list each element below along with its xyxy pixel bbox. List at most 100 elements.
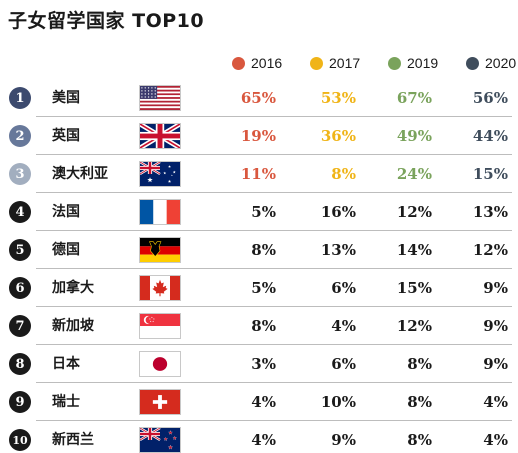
value-cell-2020: 9%	[483, 355, 508, 373]
value-cell-2016: 3%	[251, 355, 276, 373]
row-divider	[36, 192, 512, 193]
legend-dot	[388, 56, 401, 70]
table-row: 6 加拿大 5% 6% 15% 9%	[0, 269, 518, 307]
value-cell-2017: 10%	[320, 393, 356, 411]
value-cell-2016: 4%	[251, 393, 276, 411]
row-divider	[36, 268, 512, 269]
legend-item-2017: 2017	[310, 53, 360, 73]
row-divider	[36, 116, 512, 117]
rank-badge: 7	[9, 315, 31, 337]
switzerland-flag-icon	[139, 389, 181, 415]
new-zealand-flag-icon	[139, 427, 181, 453]
value-cell-2019: 12%	[396, 203, 432, 221]
value-cell-2016: 8%	[251, 241, 276, 259]
value-cell-2016: 5%	[251, 279, 276, 297]
legend-label: 2017	[329, 55, 361, 71]
value-cell-2020: 44%	[472, 127, 508, 145]
country-name: 法国	[52, 204, 80, 220]
legend-label: 2020	[485, 55, 517, 71]
value-cell-2017: 4%	[331, 317, 356, 335]
value-cell-2017: 53%	[320, 89, 356, 107]
row-divider	[36, 154, 512, 155]
value-cell-2017: 9%	[331, 431, 356, 449]
country-name: 澳大利亚	[52, 166, 108, 182]
rank-badge: 6	[9, 277, 31, 299]
rank-badge: 10	[9, 429, 31, 451]
france-flag-icon	[139, 199, 181, 225]
value-cell-2016: 19%	[240, 127, 276, 145]
value-cell-2016: 4%	[251, 431, 276, 449]
australia-flag-icon	[139, 161, 181, 187]
value-cell-2016: 65%	[240, 89, 276, 107]
value-cell-2017: 6%	[331, 279, 356, 297]
legend-dot	[310, 56, 323, 70]
country-name: 日本	[52, 356, 80, 372]
canada-flag-icon	[139, 275, 181, 301]
germany-flag-icon	[139, 237, 181, 263]
chart-title: 子女留学国家 TOP10	[8, 10, 205, 32]
value-cell-2017: 36%	[320, 127, 356, 145]
row-divider	[36, 344, 512, 345]
row-divider	[36, 230, 512, 231]
table-row: 7 新加坡 8% 4% 12% 9%	[0, 307, 518, 345]
value-cell-2020: 9%	[483, 317, 508, 335]
value-cell-2017: 13%	[320, 241, 356, 259]
country-name: 德国	[52, 242, 80, 258]
rank-badge: 8	[9, 353, 31, 375]
value-cell-2019: 12%	[396, 317, 432, 335]
table-row: 2 英国 19% 36% 49% 44%	[0, 117, 518, 155]
table-row: 10 新西兰 4% 9% 8% 4%	[0, 421, 518, 453]
table-row: 3 澳大利亚 11% 8% 24% 15%	[0, 155, 518, 193]
value-cell-2020: 12%	[472, 241, 508, 259]
table-row: 8 日本 3% 6% 8% 9%	[0, 345, 518, 383]
value-cell-2020: 4%	[483, 393, 508, 411]
table-row: 4 法国 5% 16% 12% 13%	[0, 193, 518, 231]
us-flag-icon	[139, 85, 181, 111]
value-cell-2019: 24%	[396, 165, 432, 183]
row-divider	[36, 382, 512, 383]
rank-badge: 9	[9, 391, 31, 413]
country-name: 新西兰	[52, 432, 94, 448]
rank-badge: 1	[9, 87, 31, 109]
country-name: 加拿大	[52, 280, 94, 296]
value-cell-2019: 8%	[407, 431, 432, 449]
legend-item-2020: 2020	[466, 53, 516, 73]
value-cell-2017: 8%	[331, 165, 356, 183]
rank-badge: 4	[9, 201, 31, 223]
value-cell-2019: 15%	[396, 279, 432, 297]
row-divider	[36, 306, 512, 307]
value-cell-2019: 49%	[396, 127, 432, 145]
value-cell-2019: 67%	[396, 89, 432, 107]
rank-badge: 2	[9, 125, 31, 147]
legend-dot	[466, 56, 479, 70]
singapore-flag-icon	[139, 313, 181, 339]
table-row: 5 德国 8% 13% 14% 12%	[0, 231, 518, 269]
value-cell-2019: 8%	[407, 393, 432, 411]
japan-flag-icon	[139, 351, 181, 377]
uk-flag-icon	[139, 123, 181, 149]
value-cell-2016: 8%	[251, 317, 276, 335]
row-divider	[36, 420, 512, 421]
value-cell-2017: 6%	[331, 355, 356, 373]
value-cell-2019: 8%	[407, 355, 432, 373]
rank-badge: 3	[9, 163, 31, 185]
country-name: 新加坡	[52, 318, 94, 334]
value-cell-2020: 56%	[472, 89, 508, 107]
table-row: 1 美国 65% 53% 67% 56%	[0, 79, 518, 117]
rank-badge: 5	[9, 239, 31, 261]
country-name: 美国	[52, 90, 80, 106]
legend-item-2016: 2016	[232, 53, 282, 73]
value-cell-2019: 14%	[396, 241, 432, 259]
value-cell-2020: 15%	[472, 165, 508, 183]
legend-dot	[232, 56, 245, 70]
legend-item-2019: 2019	[388, 53, 438, 73]
legend-label: 2019	[407, 55, 439, 71]
value-cell-2020: 13%	[472, 203, 508, 221]
country-name: 瑞士	[52, 394, 80, 410]
value-cell-2020: 4%	[483, 431, 508, 449]
value-cell-2020: 9%	[483, 279, 508, 297]
table-row: 9 瑞士 4% 10% 8% 4%	[0, 383, 518, 421]
value-cell-2016: 11%	[240, 165, 276, 183]
value-cell-2016: 5%	[251, 203, 276, 221]
